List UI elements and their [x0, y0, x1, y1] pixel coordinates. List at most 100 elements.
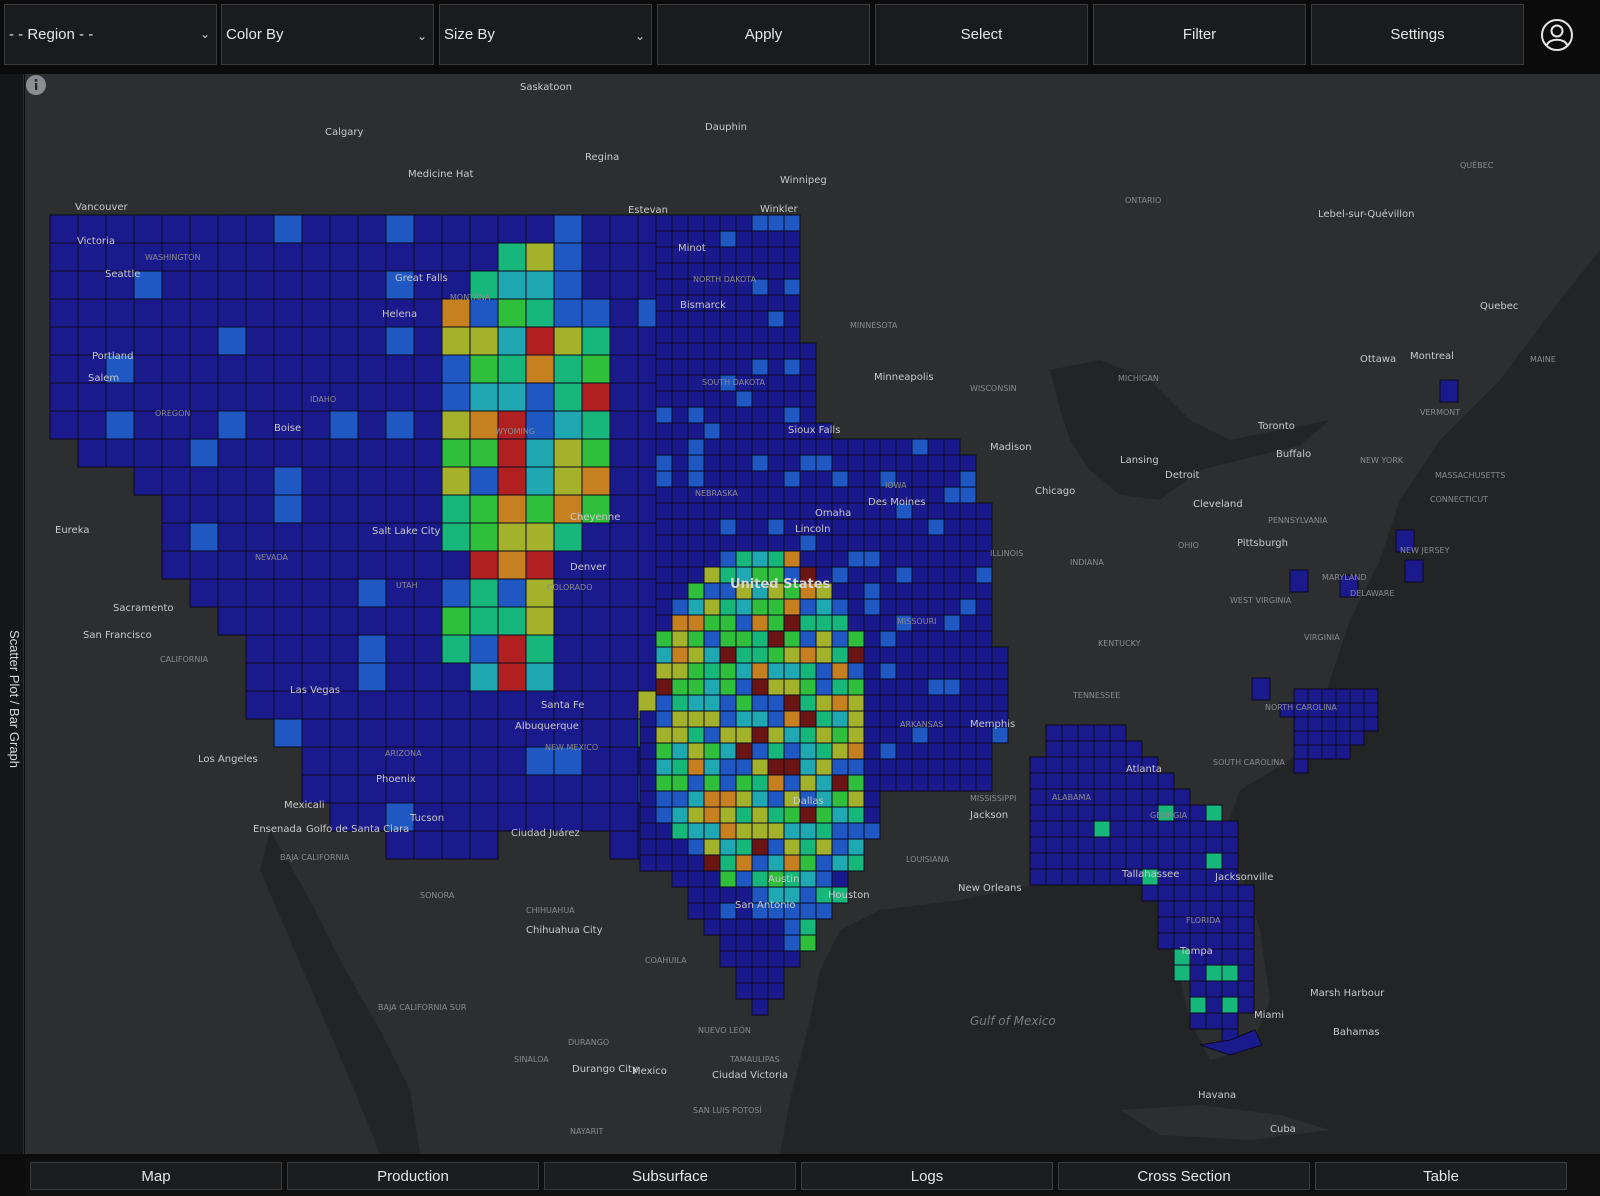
county-cell[interactable]: [751, 854, 769, 872]
county-cell[interactable]: [895, 454, 913, 472]
county-cell[interactable]: [767, 278, 785, 296]
county-cell[interactable]: [767, 694, 785, 712]
county-cell[interactable]: [703, 870, 721, 888]
county-cell[interactable]: [553, 298, 583, 328]
county-cell[interactable]: [767, 454, 785, 472]
county-cell[interactable]: [991, 662, 1009, 680]
county-cell[interactable]: [735, 390, 753, 408]
county-cell[interactable]: [959, 678, 977, 696]
county-cell[interactable]: [975, 630, 993, 648]
county-cell[interactable]: [301, 522, 331, 552]
county-cell[interactable]: [847, 694, 865, 712]
county-cell[interactable]: [1077, 740, 1095, 758]
county-cell[interactable]: [189, 438, 219, 468]
county-cell[interactable]: [831, 566, 849, 584]
county-cell[interactable]: [1221, 996, 1239, 1014]
county-cell[interactable]: [863, 630, 881, 648]
county-cell[interactable]: [927, 774, 945, 792]
county-cell[interactable]: [767, 982, 785, 1000]
county-cell[interactable]: [105, 214, 135, 244]
county-cell[interactable]: [77, 298, 107, 328]
county-cell[interactable]: [751, 470, 769, 488]
county-cell[interactable]: [863, 454, 881, 472]
county-cell[interactable]: [831, 646, 849, 664]
county-cell[interactable]: [189, 578, 219, 608]
county-cell[interactable]: [469, 662, 499, 692]
county-cell[interactable]: [959, 470, 977, 488]
county-cell[interactable]: [385, 382, 415, 412]
county-cell[interactable]: [329, 494, 359, 524]
county-cell[interactable]: [525, 326, 555, 356]
county-cell[interactable]: [719, 406, 737, 424]
county-cell[interactable]: [847, 806, 865, 824]
county-cell[interactable]: [655, 582, 673, 600]
county-cell[interactable]: [441, 634, 471, 664]
county-cell[interactable]: [301, 690, 331, 720]
info-icon[interactable]: [25, 74, 47, 96]
county-cell[interactable]: [719, 838, 737, 856]
county-cell[interactable]: [1029, 772, 1047, 790]
county-cell[interactable]: [703, 438, 721, 456]
county-cell[interactable]: [581, 270, 611, 300]
county-cell[interactable]: [703, 582, 721, 600]
county-cell[interactable]: [497, 466, 527, 496]
county-cell[interactable]: [525, 718, 555, 748]
county-cell[interactable]: [943, 454, 961, 472]
county-cell[interactable]: [609, 438, 639, 468]
county-cell[interactable]: [735, 742, 753, 760]
county-cell[interactable]: [735, 486, 753, 504]
county-cell[interactable]: [49, 326, 79, 356]
county-cell[interactable]: [497, 494, 527, 524]
county-cell[interactable]: [357, 270, 387, 300]
county-cell[interactable]: [863, 710, 881, 728]
county-cell[interactable]: [609, 354, 639, 384]
county-cell[interactable]: [943, 518, 961, 536]
county-cell[interactable]: [911, 438, 929, 456]
county-cell[interactable]: [1125, 788, 1143, 806]
county-cell[interactable]: [245, 466, 275, 496]
county-cell[interactable]: [581, 802, 611, 832]
county-cell[interactable]: [767, 342, 785, 360]
county-cell[interactable]: [959, 662, 977, 680]
county-cell[interactable]: [1205, 836, 1223, 854]
county-cell[interactable]: [911, 758, 929, 776]
county-cell[interactable]: [525, 466, 555, 496]
county-cell[interactable]: [1157, 916, 1175, 934]
county-cell[interactable]: [217, 438, 247, 468]
county-choropleth-layer[interactable]: [49, 214, 1459, 1056]
county-cell[interactable]: [1045, 836, 1063, 854]
county-cell[interactable]: [783, 294, 801, 312]
county-cell[interactable]: [943, 630, 961, 648]
county-cell[interactable]: [609, 298, 639, 328]
county-cell[interactable]: [735, 838, 753, 856]
county-cell[interactable]: [895, 678, 913, 696]
county-cell[interactable]: [879, 662, 897, 680]
county-cell[interactable]: [581, 242, 611, 272]
county-cell[interactable]: [609, 522, 639, 552]
county-cell[interactable]: [767, 758, 785, 776]
county-cell[interactable]: [133, 326, 163, 356]
county-cell[interactable]: [133, 382, 163, 412]
county-cell[interactable]: [1363, 716, 1379, 732]
county-cell[interactable]: [655, 422, 673, 440]
county-cell[interactable]: [1093, 756, 1111, 774]
county-cell[interactable]: [329, 410, 359, 440]
county-cell[interactable]: [815, 646, 833, 664]
county-cell[interactable]: [783, 262, 801, 280]
county-cell[interactable]: [815, 550, 833, 568]
county-cell[interactable]: [553, 270, 583, 300]
county-cell[interactable]: [469, 802, 499, 832]
county-cell[interactable]: [581, 214, 611, 244]
county-cell[interactable]: [1307, 716, 1323, 732]
tab-map[interactable]: Map: [30, 1162, 282, 1190]
county-cell[interactable]: [879, 582, 897, 600]
county-cell[interactable]: [815, 870, 833, 888]
county-cell[interactable]: [497, 774, 527, 804]
county-cell[interactable]: [1349, 730, 1365, 746]
county-cell[interactable]: [783, 854, 801, 872]
county-cell[interactable]: [385, 494, 415, 524]
county-cell[interactable]: [959, 774, 977, 792]
county-cell[interactable]: [927, 582, 945, 600]
county-cell[interactable]: [687, 854, 705, 872]
county-cell[interactable]: [1307, 688, 1323, 704]
